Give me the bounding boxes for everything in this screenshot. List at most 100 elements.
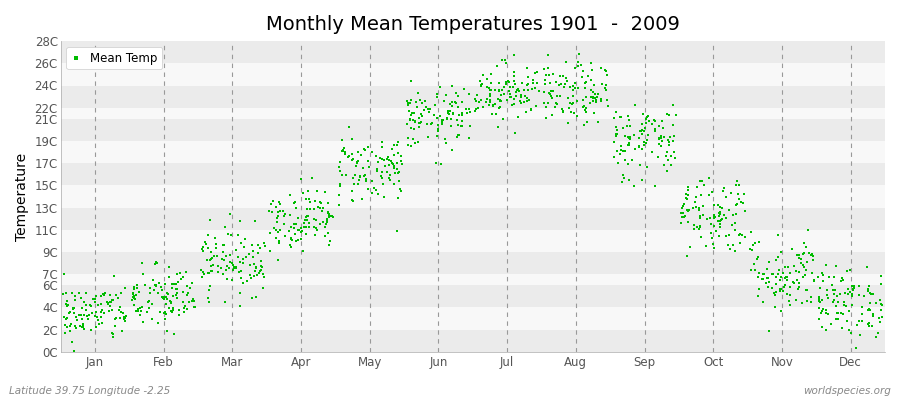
Mean Temp [622,117,636,124]
Mean Temp [594,98,608,104]
Mean Temp [679,194,693,201]
Mean Temp [418,98,432,104]
Mean Temp [143,285,157,291]
Mean Temp [705,221,719,228]
Mean Temp [320,230,335,236]
Mean Temp [59,303,74,309]
Mean Temp [341,154,356,161]
Mean Temp [140,309,155,316]
Mean Temp [297,220,311,227]
Mean Temp [443,101,457,107]
Mean Temp [622,140,636,146]
Mean Temp [468,96,482,102]
Mean Temp [257,242,272,249]
Mean Temp [365,149,380,155]
Mean Temp [667,132,681,139]
Mean Temp [719,232,733,239]
Bar [60,274,885,285]
Mean Temp [824,281,839,288]
Mean Temp [382,174,396,181]
Mean Temp [554,80,568,87]
Mean Temp [254,258,268,264]
Mean Temp [333,158,347,165]
Mean Temp [297,224,311,230]
Mean Temp [545,111,560,118]
Mean Temp [83,302,97,308]
Mean Temp [821,311,835,317]
Mean Temp [517,87,531,93]
Mean Temp [166,307,180,313]
Mean Temp [634,121,649,128]
Mean Temp [651,154,665,160]
Mean Temp [323,237,338,244]
Mean Temp [115,328,130,334]
Mean Temp [248,268,262,274]
Mean Temp [361,157,375,164]
Mean Temp [537,76,552,83]
Mean Temp [499,80,513,87]
Mean Temp [570,97,584,104]
Mean Temp [507,69,521,75]
Mean Temp [158,296,172,302]
Mean Temp [430,133,445,139]
Mean Temp [498,57,512,64]
Mean Temp [479,99,493,106]
Mean Temp [63,321,77,327]
Mean Temp [797,250,812,256]
Mean Temp [861,320,876,327]
Mean Temp [140,299,155,305]
Mean Temp [351,180,365,187]
Mean Temp [513,98,527,104]
Mean Temp [812,298,826,304]
Mean Temp [269,204,284,210]
Mean Temp [238,254,253,260]
Mean Temp [449,90,464,96]
Mean Temp [380,156,394,162]
Mean Temp [401,108,416,114]
Mean Temp [412,124,427,130]
Mean Temp [450,134,464,140]
Mean Temp [659,152,673,159]
Mean Temp [219,253,233,259]
Mean Temp [790,276,805,283]
Mean Temp [841,286,855,292]
Mean Temp [519,95,534,102]
Mean Temp [874,307,888,313]
Mean Temp [616,172,630,178]
Mean Temp [171,279,185,286]
Mean Temp [284,212,298,218]
Mean Temp [170,271,184,277]
Mean Temp [587,82,601,88]
Mean Temp [451,121,465,128]
Mean Temp [294,228,309,235]
Mean Temp [690,184,705,190]
Mean Temp [339,172,354,179]
Mean Temp [322,214,337,220]
Mean Temp [782,298,796,305]
Bar [60,86,885,108]
Mean Temp [660,110,674,117]
Mean Temp [508,130,522,136]
Mean Temp [489,111,503,118]
Mean Temp [425,120,439,126]
Mean Temp [527,70,542,76]
Mean Temp [873,301,887,307]
Mean Temp [400,121,414,128]
Mean Temp [607,138,621,145]
Mean Temp [333,168,347,174]
Mean Temp [779,276,794,283]
Mean Temp [349,163,364,170]
Mean Temp [162,298,176,304]
Mean Temp [169,286,184,293]
Mean Temp [544,88,558,94]
Mean Temp [639,137,653,144]
Mean Temp [202,287,216,294]
Mean Temp [867,291,881,298]
Mean Temp [353,174,367,180]
Mean Temp [276,208,291,214]
Mean Temp [222,211,237,218]
Mean Temp [634,176,649,183]
Mean Temp [562,104,576,111]
Mean Temp [62,308,77,315]
Mean Temp [75,312,89,318]
